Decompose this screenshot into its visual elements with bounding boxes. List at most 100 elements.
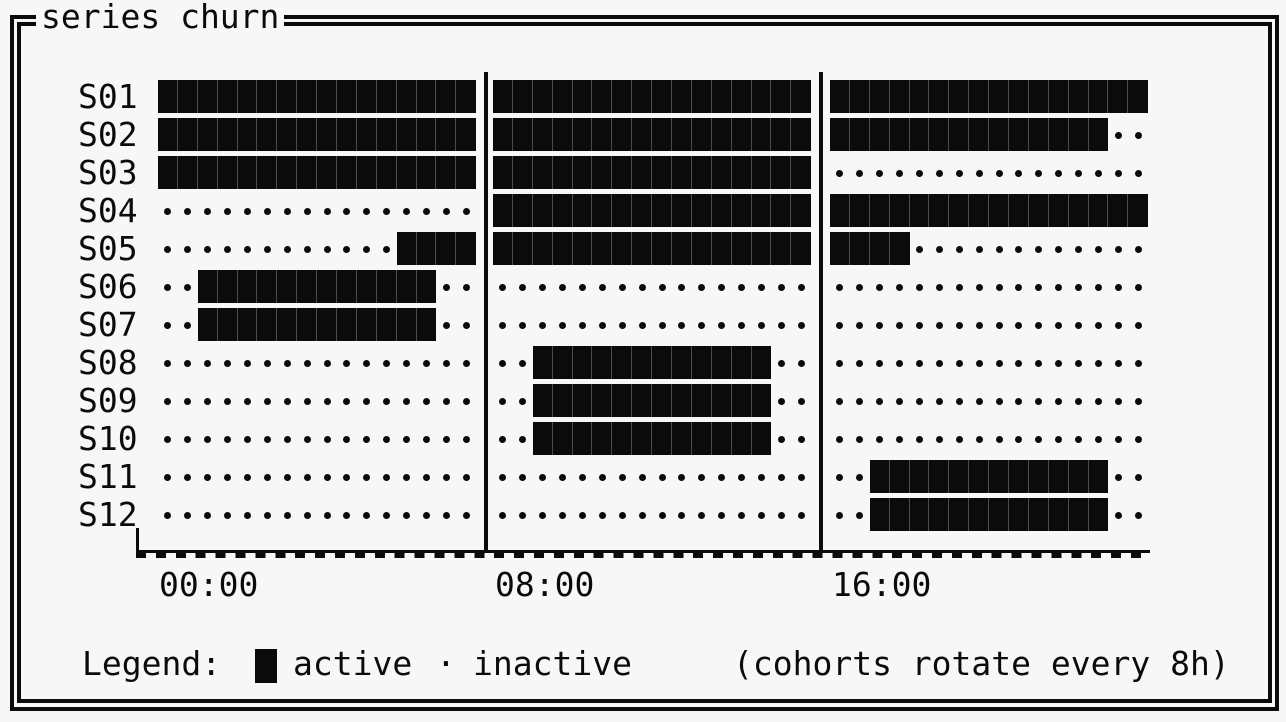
active-cell <box>317 118 338 151</box>
active-cell <box>652 118 673 151</box>
inactive-dot <box>712 268 732 306</box>
active-cell <box>592 346 613 379</box>
active-cell <box>532 194 553 227</box>
inactive-dot-icon: · <box>436 644 456 683</box>
inactive-dot <box>969 420 989 458</box>
series-row: S07 <box>0 306 1286 344</box>
series-label: S03 <box>78 153 138 192</box>
active-cell <box>456 232 477 265</box>
cohort-section-1 <box>493 78 812 116</box>
inactive-dot <box>1108 420 1128 458</box>
active-cell <box>849 80 870 113</box>
active-cell <box>731 80 752 113</box>
inactive-dot <box>850 420 870 458</box>
inactive-dot <box>890 420 910 458</box>
inactive-dot <box>158 382 178 420</box>
active-cell <box>989 460 1010 493</box>
active-cell <box>297 270 318 303</box>
inactive-dot <box>1089 420 1109 458</box>
active-cell <box>731 156 752 189</box>
active-cell <box>277 308 298 341</box>
inactive-dot <box>198 458 218 496</box>
active-cell <box>1048 118 1069 151</box>
cohort-section-0 <box>158 192 476 230</box>
active-cell <box>889 232 910 265</box>
active-cell <box>512 156 533 189</box>
series-label: S09 <box>78 381 138 420</box>
inactive-dot <box>791 382 811 420</box>
active-cell <box>592 384 613 417</box>
active-cell <box>751 118 772 151</box>
active-cell <box>1009 80 1029 113</box>
inactive-dot <box>337 496 357 534</box>
inactive-dot <box>752 496 772 534</box>
inactive-dot <box>238 192 258 230</box>
inactive-dot <box>850 268 870 306</box>
active-cell <box>869 460 890 493</box>
active-cell <box>572 384 593 417</box>
inactive-dot <box>277 192 297 230</box>
active-cell <box>672 194 692 227</box>
x-axis-line <box>136 550 1150 553</box>
inactive-dot <box>1029 382 1049 420</box>
active-cell <box>376 270 397 303</box>
inactive-dot <box>553 306 573 344</box>
inactive-dot <box>158 268 178 306</box>
series-row: S09 <box>0 382 1286 420</box>
active-cell <box>396 308 417 341</box>
active-cell <box>791 232 812 265</box>
active-cell <box>416 232 437 265</box>
inactive-dot <box>1009 420 1029 458</box>
inactive-dot <box>573 458 593 496</box>
active-cell <box>632 232 653 265</box>
active-cell <box>889 460 910 493</box>
active-cell <box>1028 498 1049 531</box>
inactive-dot <box>850 306 870 344</box>
active-cell <box>572 194 593 227</box>
series-label: S06 <box>78 267 138 306</box>
inactive-dot <box>1009 306 1029 344</box>
inactive-dot <box>436 382 456 420</box>
active-cell <box>493 232 513 265</box>
active-cell <box>731 232 752 265</box>
inactive-dot <box>910 230 930 268</box>
active-cell <box>949 498 970 531</box>
inactive-dot <box>1108 496 1128 534</box>
active-cell <box>217 80 238 113</box>
cohort-section-2 <box>830 306 1148 344</box>
inactive-dot <box>1108 154 1128 192</box>
cohort-section-1 <box>493 154 812 192</box>
inactive-dot <box>417 420 437 458</box>
inactive-dot <box>1069 344 1089 382</box>
series-label: S12 <box>78 495 138 534</box>
active-cell <box>177 156 198 189</box>
active-cell <box>1048 498 1069 531</box>
inactive-dot <box>1089 268 1109 306</box>
active-cell <box>969 194 990 227</box>
active-cell <box>751 194 772 227</box>
active-cell <box>632 384 653 417</box>
inactive-dot <box>969 306 989 344</box>
inactive-dot <box>238 496 258 534</box>
cohort-section-2 <box>830 192 1149 230</box>
active-cell <box>969 80 990 113</box>
inactive-dot <box>1089 230 1109 268</box>
inactive-dot <box>771 382 791 420</box>
inactive-dot <box>592 306 612 344</box>
series-row: S03 <box>0 154 1286 192</box>
inactive-dot <box>533 496 553 534</box>
active-cell <box>158 80 178 113</box>
active-cell <box>572 346 593 379</box>
inactive-dot <box>533 306 553 344</box>
inactive-dot <box>178 382 198 420</box>
active-cell <box>1028 460 1049 493</box>
inactive-dot <box>158 458 178 496</box>
inactive-dot <box>456 344 476 382</box>
inactive-dot <box>830 268 850 306</box>
active-cell <box>1028 194 1049 227</box>
active-cell <box>612 384 633 417</box>
inactive-dot <box>1029 154 1049 192</box>
active-cell <box>771 80 792 113</box>
active-cell <box>731 346 752 379</box>
inactive-dot <box>929 344 949 382</box>
